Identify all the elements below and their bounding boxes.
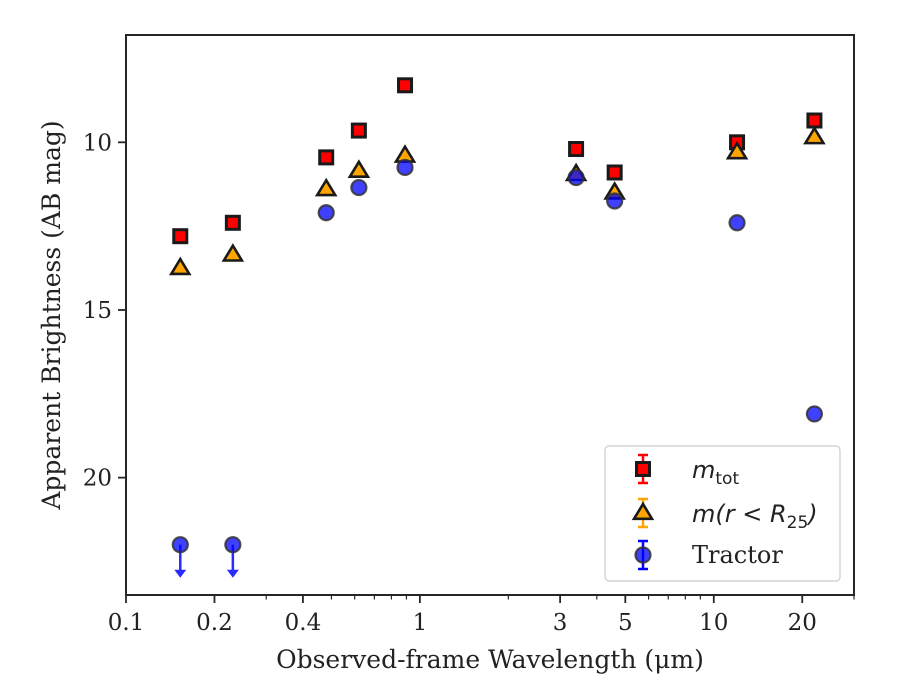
x-tick-label: 1	[413, 610, 428, 636]
legend-marker-mtot	[635, 461, 651, 477]
mr25-point	[725, 140, 749, 160]
legend-entry-mr25-sub: 25	[787, 513, 809, 533]
series-mtot	[172, 77, 823, 245]
mtot-point	[606, 164, 623, 181]
legend-entry-mtot-main: m	[692, 456, 715, 484]
tractor-point	[728, 214, 746, 232]
legend-marker-tractor	[634, 546, 652, 564]
legend: mtot m(r < R25) Tractor	[604, 445, 841, 582]
tractor-point	[317, 204, 335, 222]
mtot-point	[806, 112, 823, 129]
legend-entry-mr25: m(r < R25)	[692, 500, 818, 533]
mtot-point	[350, 122, 367, 139]
x-tick-label: 10	[699, 610, 728, 636]
x-axis-label: Observed-frame Wavelength (μm)	[276, 645, 704, 674]
tractor-upper-limit-point	[171, 536, 189, 554]
x-tick-label: 5	[618, 610, 633, 636]
tractor-point	[350, 178, 368, 197]
mr25-point	[221, 243, 245, 262]
y-tick-label: 15	[83, 298, 112, 324]
mr25-point	[803, 125, 826, 145]
legend-entry-tractor: Tractor	[692, 541, 783, 569]
mr25-point	[314, 177, 338, 197]
series-tractor	[317, 158, 824, 423]
legend-frame	[604, 445, 841, 582]
x-tick-label: 0.4	[285, 610, 322, 636]
tractor-upper-limit-point	[224, 536, 242, 554]
mr25-point	[168, 256, 192, 276]
mr25-point	[347, 159, 371, 178]
legend-entry-mtot-sub: tot	[715, 469, 739, 489]
y-axis: 10 15 20	[83, 130, 126, 492]
x-tick-label: 20	[788, 610, 817, 636]
plot-content	[168, 77, 826, 578]
x-tick-label: 0.2	[196, 610, 233, 636]
legend-entry-mr25-main: m(r < R	[692, 500, 787, 528]
tractor-point	[396, 158, 414, 177]
x-tick-label: 3	[553, 610, 568, 636]
legend-entry-mr25-tail: )	[806, 500, 817, 528]
plot-frame	[125, 34, 855, 596]
tractor-point	[805, 405, 824, 423]
legend-markers	[631, 453, 655, 571]
mtot-point	[568, 141, 585, 158]
tractor-point	[606, 192, 624, 210]
x-axis: 0.1 0.2 0.4 1 3 5 10 20	[108, 595, 855, 636]
y-axis-label: Apparent Brightness (AB mag)	[37, 120, 66, 510]
mtot-point	[172, 228, 189, 245]
mtot-point	[318, 149, 335, 166]
y-tick-label: 10	[83, 130, 112, 156]
legend-entry-mtot: mtot	[692, 456, 739, 489]
y-tick-label: 20	[83, 466, 112, 492]
tractor-point	[567, 168, 585, 187]
legend-marker-mr25	[631, 501, 655, 521]
mtot-point	[224, 214, 241, 231]
series-mr25	[168, 125, 826, 276]
mtot-point	[397, 77, 414, 94]
x-tick-label: 0.1	[108, 610, 145, 636]
